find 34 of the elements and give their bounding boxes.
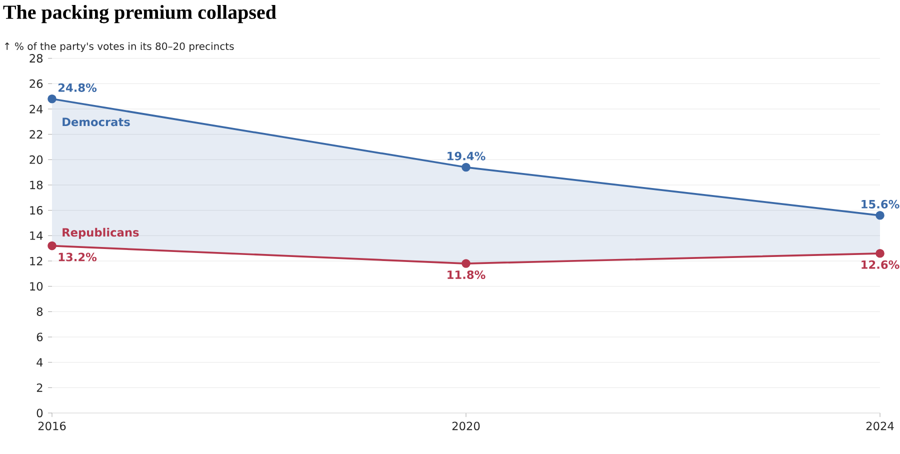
y-tick-label: 24 (30, 104, 43, 114)
y-axis-title: ↑ % of the party's votes in its 80–20 precincts (4, 42, 234, 52)
data-label: 24.8% (58, 83, 97, 92)
data-label: 13.2% (58, 252, 97, 262)
y-tick-label: 14 (30, 232, 43, 240)
data-label: 12.6% (862, 260, 900, 269)
data-label: 15.6% (862, 200, 900, 208)
point (462, 259, 470, 268)
y-tick-label: 16 (30, 206, 43, 215)
point (462, 162, 470, 172)
x-tick-label: 2024 (866, 422, 894, 430)
y-tick-label: 20 (30, 155, 43, 164)
point (876, 210, 884, 220)
y-tick-label: 28 (30, 54, 43, 63)
x-tick-label: 2016 (38, 422, 66, 430)
point (48, 241, 56, 250)
y-tick-label: 0 (36, 408, 43, 418)
y-tick-label: 22 (30, 130, 42, 139)
point (876, 248, 884, 258)
chart-title: The packing premium collapsed (3, 4, 276, 24)
data-label: 19.4% (448, 152, 486, 160)
y-tick-label: 6 (36, 332, 43, 342)
y-tick-label: 4 (36, 358, 43, 366)
y-tick-label: 2 (36, 383, 42, 392)
series-label: Democrats (62, 118, 130, 126)
data-label: 11.8% (448, 270, 486, 280)
y-tick-label: 18 (30, 180, 43, 190)
series-label: Republicans (62, 228, 139, 239)
point (48, 94, 56, 104)
y-tick-label: 10 (30, 282, 43, 291)
x-tick-label: 2020 (452, 422, 480, 430)
y-tick-label: 8 (36, 307, 43, 316)
y-tick-label: 12 (30, 256, 42, 266)
y-tick-label: 26 (30, 79, 43, 88)
